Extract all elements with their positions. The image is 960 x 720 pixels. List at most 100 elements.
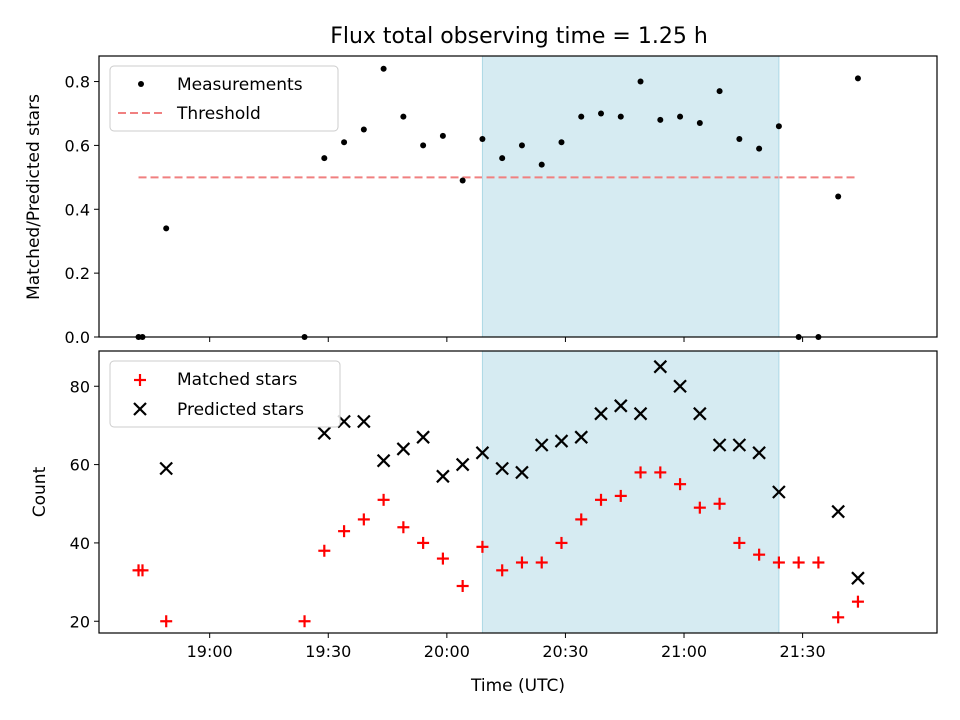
measurement-point <box>617 113 624 120</box>
matched-stars-point <box>733 536 746 549</box>
y-tick-label: 0.2 <box>65 264 90 283</box>
x-tick-label: 20:30 <box>542 642 588 661</box>
matched-stars-point <box>575 513 588 526</box>
measurement-point <box>360 126 367 133</box>
matched-stars-point <box>535 556 548 569</box>
measurement-point <box>163 225 170 232</box>
predicted-stars-point <box>594 406 608 421</box>
matched-stars-point <box>634 466 647 479</box>
legend-box-bottom <box>109 360 341 428</box>
x-tick-label: 20:00 <box>424 642 470 661</box>
legend-label-threshold: Threshold <box>176 104 261 124</box>
measurement-point <box>854 75 861 82</box>
measurement-point <box>400 113 407 120</box>
legend-top: Measurements Threshold <box>109 65 339 132</box>
matched-stars-point <box>693 501 706 514</box>
measurement-point <box>459 177 466 184</box>
predicted-stars-point <box>376 453 391 468</box>
plot-frame-bottom <box>98 350 938 634</box>
measurement-point <box>716 88 723 95</box>
y-tick-label: 0.4 <box>65 200 90 219</box>
predicted-stars-point <box>712 438 727 452</box>
shaded-region-bottom <box>482 351 779 633</box>
predicted-stars-point <box>732 438 747 452</box>
predicted-stars-point <box>534 438 549 452</box>
y-tick-label: 20 <box>70 612 90 631</box>
matched-stars-point <box>753 548 766 561</box>
predicted-stars-point <box>772 485 786 499</box>
measurement-point <box>637 78 644 85</box>
measurement-point <box>558 139 565 146</box>
matched-stars-point <box>496 564 509 577</box>
legend-marker-measurements <box>138 81 144 87</box>
shaded-region-top <box>482 56 779 337</box>
predicted-stars-point <box>317 426 332 441</box>
matched-stars-point <box>456 580 469 592</box>
figure-title: Flux total observing time = 1.25 h <box>330 24 708 49</box>
predicted-stars-point <box>396 442 411 456</box>
matched-stars-point <box>555 536 568 549</box>
measurement-point <box>677 113 684 120</box>
measurement-point <box>835 193 842 200</box>
measurement-point <box>756 145 763 152</box>
measurement-point <box>321 155 328 162</box>
measurement-point <box>380 65 387 72</box>
predicted-stars-point <box>831 504 845 519</box>
predicted-stars-point <box>475 446 490 460</box>
measurement-point <box>598 110 605 117</box>
matched-stars-point <box>713 497 726 510</box>
y-tick-label: 40 <box>70 534 90 553</box>
y-tick-label: 0.6 <box>65 136 90 155</box>
y-tick-label: 60 <box>70 456 90 475</box>
measurement-point <box>341 139 348 146</box>
legend-bottom: Matched stars Predicted stars <box>109 360 341 428</box>
predicted-stars-point <box>455 457 470 472</box>
predicted-stars-point <box>436 469 450 484</box>
matched-stars-point <box>298 615 311 628</box>
y-tick-label: 0.0 <box>65 328 90 347</box>
matched-stars-point <box>397 521 410 534</box>
panel-ratio: 0.00.20.40.60.8 Matched/Predicted stars … <box>24 55 938 347</box>
legend-marker-matched <box>134 374 146 386</box>
matched-stars-point <box>595 493 608 506</box>
predicted-stars-point <box>752 446 766 460</box>
matched-stars-point <box>674 478 687 491</box>
matched-stars-point <box>136 564 149 577</box>
legend-box-top <box>109 65 339 132</box>
matched-stars-point <box>614 489 627 502</box>
predicted-stars-point <box>495 461 509 476</box>
measurement-point <box>775 123 782 130</box>
matched-stars-point <box>832 611 845 624</box>
matched-stars-point <box>377 493 390 506</box>
predicted-stars-point <box>851 571 865 585</box>
legend-label-matched: Matched stars <box>177 370 297 390</box>
predicted-stars-point <box>574 430 589 444</box>
x-tick-label: 21:00 <box>661 642 707 661</box>
measurement-point <box>657 116 664 123</box>
matched-stars-point <box>515 556 528 569</box>
matched-stars-point <box>476 540 489 553</box>
measurement-point <box>479 136 486 143</box>
matched-stars-point <box>812 556 825 569</box>
x-tick-label: 21:30 <box>780 642 826 661</box>
matched-stars-point <box>436 552 449 565</box>
y-tick-label: 0.8 <box>65 73 90 92</box>
measurement-point <box>439 132 446 139</box>
predicted-stars-point <box>673 379 687 394</box>
measurement-point <box>499 155 506 162</box>
predicted-stars-point <box>515 465 529 480</box>
plot-frame-top <box>98 55 938 338</box>
matched-stars-point <box>772 556 785 569</box>
predicted-stars-point <box>633 406 648 421</box>
predicted-stars-point <box>693 406 707 421</box>
y-axis-label-top: Matched/Predicted stars <box>24 94 44 300</box>
measurement-point <box>696 120 703 127</box>
matched-stars-point <box>851 595 864 608</box>
matched-stars-point <box>160 615 173 628</box>
predicted-stars-point <box>416 430 430 444</box>
measurement-point <box>518 142 525 149</box>
x-axis-label: Time (UTC) <box>470 676 565 696</box>
predicted-stars-point <box>554 434 569 448</box>
